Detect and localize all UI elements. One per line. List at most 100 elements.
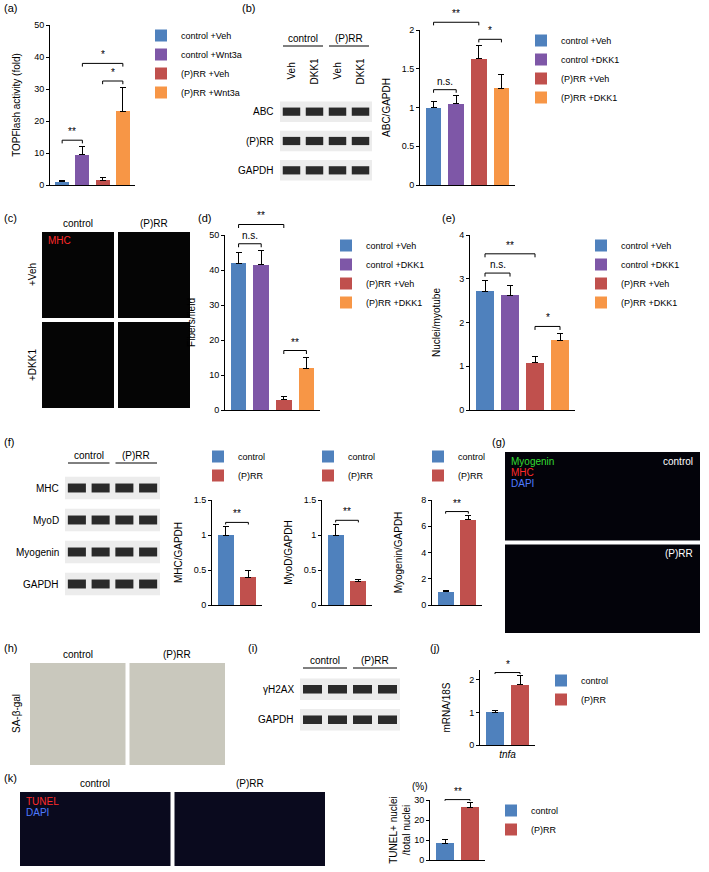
svg-text:30: 30 xyxy=(414,795,424,805)
svg-text:(%): (%) xyxy=(412,781,428,792)
svg-text:control: control xyxy=(238,452,265,462)
svg-text:TOPFlash activity (fold): TOPFlash activity (fold) xyxy=(11,53,22,157)
svg-text:control +Veh: control +Veh xyxy=(181,31,231,41)
svg-text:DAPI: DAPI xyxy=(511,478,534,489)
svg-text:0: 0 xyxy=(409,180,414,190)
svg-text:control: control xyxy=(74,450,104,461)
svg-text:8: 8 xyxy=(421,495,426,505)
svg-text:(P)RR +DKK1: (P)RR +DKK1 xyxy=(561,93,617,103)
svg-text:(P)RR: (P)RR xyxy=(348,471,373,481)
svg-text:MHC/GAPDH: MHC/GAPDH xyxy=(173,522,184,583)
svg-text:n.s.: n.s. xyxy=(490,259,506,270)
svg-text:(P)RR +Veh: (P)RR +Veh xyxy=(561,74,609,84)
svg-text:2: 2 xyxy=(421,574,426,584)
svg-text:0: 0 xyxy=(421,600,426,610)
svg-text:0: 0 xyxy=(469,740,474,750)
svg-text:DAPI: DAPI xyxy=(26,807,49,818)
svg-text:control +Wnt3a: control +Wnt3a xyxy=(181,50,242,60)
svg-text:*: * xyxy=(488,25,492,36)
svg-text:*: * xyxy=(111,67,115,78)
svg-text:MyoD: MyoD xyxy=(33,515,59,526)
svg-text:(k): (k) xyxy=(4,772,17,784)
svg-text:0.5: 0.5 xyxy=(402,141,415,151)
svg-text:*: * xyxy=(546,312,550,323)
svg-text:control: control xyxy=(310,655,340,666)
svg-text:(P)RR +Wnt3a: (P)RR +Wnt3a xyxy=(181,88,240,98)
svg-text:control +Veh: control +Veh xyxy=(561,36,611,46)
svg-text:ABC/GAPDH: ABC/GAPDH xyxy=(381,78,392,137)
svg-text:1.5: 1.5 xyxy=(402,64,415,74)
svg-text:(i): (i) xyxy=(248,642,258,654)
svg-text:**: ** xyxy=(452,8,460,19)
svg-text:1: 1 xyxy=(469,708,474,718)
svg-text:(P)RR: (P)RR xyxy=(122,450,150,461)
svg-text:control +Veh: control +Veh xyxy=(621,241,671,251)
svg-text:0: 0 xyxy=(39,180,44,190)
svg-text:control: control xyxy=(80,778,110,789)
svg-text:control: control xyxy=(663,456,693,467)
svg-text:**: ** xyxy=(506,240,514,251)
svg-text:tnfa: tnfa xyxy=(499,749,516,760)
svg-text:DKK1: DKK1 xyxy=(309,58,320,85)
svg-text:n.s.: n.s. xyxy=(437,76,453,87)
svg-text:+Veh: +Veh xyxy=(27,263,38,286)
svg-text:*: * xyxy=(101,49,105,60)
svg-text:Myogenin/GAPDH: Myogenin/GAPDH xyxy=(393,512,404,594)
svg-text:4: 4 xyxy=(459,230,464,240)
svg-text:50: 50 xyxy=(34,20,44,30)
svg-text:Fibers/field: Fibers/field xyxy=(186,298,197,347)
svg-text:control: control xyxy=(531,806,558,816)
svg-text:Veh: Veh xyxy=(332,62,343,79)
svg-text:Myogenin: Myogenin xyxy=(16,547,59,558)
svg-text:(P)RR +Veh: (P)RR +Veh xyxy=(366,279,414,289)
svg-text:4: 4 xyxy=(421,548,426,558)
svg-text:(a): (a) xyxy=(4,2,17,14)
svg-text:mRNA/18S: mRNA/18S xyxy=(441,682,452,732)
svg-text:(g): (g) xyxy=(492,436,505,448)
svg-text:control +DKK1: control +DKK1 xyxy=(561,55,619,65)
svg-text:50: 50 xyxy=(209,230,219,240)
svg-text:**: ** xyxy=(291,337,299,348)
svg-text:0: 0 xyxy=(419,855,424,865)
svg-text:1: 1 xyxy=(201,530,206,540)
svg-text:(P)RR +DKK1: (P)RR +DKK1 xyxy=(366,298,422,308)
svg-text:**: ** xyxy=(257,210,265,221)
svg-text:30: 30 xyxy=(209,300,219,310)
svg-text:Myogenin: Myogenin xyxy=(511,456,554,467)
svg-text:MHC: MHC xyxy=(48,235,71,246)
svg-text:MHC: MHC xyxy=(36,483,59,494)
svg-text:10: 10 xyxy=(34,148,44,158)
svg-text:30: 30 xyxy=(34,84,44,94)
svg-text:20: 20 xyxy=(209,335,219,345)
svg-text:(d): (d) xyxy=(198,212,211,224)
svg-text:control +DKK1: control +DKK1 xyxy=(366,260,424,270)
svg-text:(P)RR: (P)RR xyxy=(163,649,191,660)
svg-text:2: 2 xyxy=(469,675,474,685)
svg-text:GAPDH: GAPDH xyxy=(238,165,274,176)
svg-text:(P)RR: (P)RR xyxy=(361,655,389,666)
svg-text:6: 6 xyxy=(421,521,426,531)
svg-text:**: ** xyxy=(68,126,76,137)
svg-text:(P)RR +Veh: (P)RR +Veh xyxy=(181,69,229,79)
svg-text:control +Veh: control +Veh xyxy=(366,241,416,251)
svg-text:MHC: MHC xyxy=(511,467,534,478)
svg-text:(P)RR: (P)RR xyxy=(458,471,483,481)
svg-text:10: 10 xyxy=(414,835,424,845)
svg-text:40: 40 xyxy=(209,265,219,275)
svg-text:(e): (e) xyxy=(442,212,455,224)
svg-text:1: 1 xyxy=(409,103,414,113)
svg-text:40: 40 xyxy=(34,52,44,62)
svg-text:**: ** xyxy=(454,786,462,797)
svg-text:1: 1 xyxy=(311,530,316,540)
svg-text:2: 2 xyxy=(409,25,414,35)
svg-text:**: ** xyxy=(343,506,351,517)
svg-text:Veh: Veh xyxy=(286,62,297,79)
svg-text:control +DKK1: control +DKK1 xyxy=(621,260,679,270)
svg-text:0.5: 0.5 xyxy=(304,565,317,575)
svg-text:+DKK1: +DKK1 xyxy=(27,349,38,381)
svg-text:MyoD/GAPDH: MyoD/GAPDH xyxy=(283,520,294,584)
svg-text:(P)RR: (P)RR xyxy=(238,471,263,481)
svg-text:γH2AX: γH2AX xyxy=(263,684,294,695)
svg-text:SA-β-gal: SA-β-gal xyxy=(11,694,22,733)
svg-text:GAPDH: GAPDH xyxy=(23,579,59,590)
